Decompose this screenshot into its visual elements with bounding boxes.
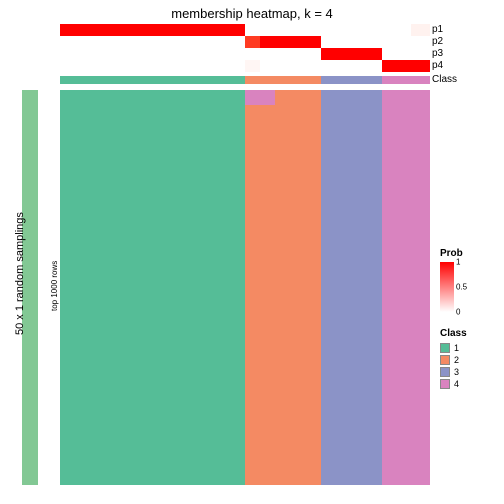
main-heatmap xyxy=(60,90,430,485)
y-axis-label: 50 x 1 random samplings xyxy=(14,212,26,335)
legend-prob-tick: 0 xyxy=(456,308,460,317)
heatmap-column xyxy=(245,90,321,485)
prob-cell xyxy=(411,24,430,36)
prob-cell xyxy=(60,24,245,36)
prob-cell xyxy=(382,36,412,48)
legend-swatch xyxy=(440,379,450,389)
prob-row-p4 xyxy=(60,60,430,72)
heatmap-column xyxy=(382,90,412,485)
legend-class-item: 1 xyxy=(440,342,467,354)
legend-prob-tick: 1 xyxy=(456,258,460,267)
legend-swatch xyxy=(440,343,450,353)
heatmap-column xyxy=(321,90,382,485)
prob-cell xyxy=(60,48,245,60)
legend-class-item: 3 xyxy=(440,366,467,378)
prob-row-p2 xyxy=(60,36,430,48)
prob-cell xyxy=(260,60,321,72)
class-seg xyxy=(245,76,321,84)
class-seg xyxy=(382,76,412,84)
chart-title: membership heatmap, k = 4 xyxy=(0,6,504,21)
heatmap-column xyxy=(60,90,245,485)
prob-cell xyxy=(382,60,412,72)
prob-cell xyxy=(245,60,260,72)
legend-class-item: 4 xyxy=(440,378,467,390)
prob-row-label: p3 xyxy=(432,48,443,59)
y-axis-sublabel: top 1000 rows xyxy=(50,261,59,311)
legend-class-title: Class xyxy=(440,328,467,339)
legend-label: 4 xyxy=(454,379,459,389)
class-annotation-bar xyxy=(60,76,430,84)
prob-row-p1 xyxy=(60,24,430,36)
prob-row-label: p4 xyxy=(432,60,443,71)
legend-class: Class 1 2 3 4 xyxy=(440,328,467,390)
prob-cell xyxy=(245,36,260,48)
class-seg xyxy=(321,76,382,84)
prob-cell xyxy=(245,48,321,60)
prob-row-label: p1 xyxy=(432,24,443,35)
prob-row-p3 xyxy=(60,48,430,60)
prob-cell xyxy=(60,36,245,48)
legend-label: 3 xyxy=(454,367,459,377)
prob-cell xyxy=(321,36,382,48)
legend-label: 2 xyxy=(454,355,459,365)
class-row-label: Class xyxy=(432,74,457,85)
prob-cell xyxy=(260,36,321,48)
legend-prob-gradient: 10.50 xyxy=(440,262,454,312)
heatmap-column xyxy=(411,90,430,485)
prob-cell xyxy=(321,24,382,36)
class-seg xyxy=(60,76,245,84)
prob-row-label: p2 xyxy=(432,36,443,47)
prob-cell xyxy=(245,24,321,36)
heatmap-notch xyxy=(245,90,275,105)
class-seg xyxy=(411,76,430,84)
prob-cell xyxy=(411,60,430,72)
prob-cell xyxy=(382,48,412,60)
legend-prob: Prob 10.50 xyxy=(440,248,463,312)
prob-cell xyxy=(60,60,245,72)
prob-cell xyxy=(321,60,382,72)
legend-label: 1 xyxy=(454,343,459,353)
legend-prob-tick: 0.5 xyxy=(456,283,467,292)
legend-swatch xyxy=(440,367,450,377)
prob-cell xyxy=(382,24,412,36)
legend-class-item: 2 xyxy=(440,354,467,366)
legend-swatch xyxy=(440,355,450,365)
prob-cell xyxy=(411,48,430,60)
prob-cell xyxy=(411,36,430,48)
prob-cell xyxy=(321,48,382,60)
